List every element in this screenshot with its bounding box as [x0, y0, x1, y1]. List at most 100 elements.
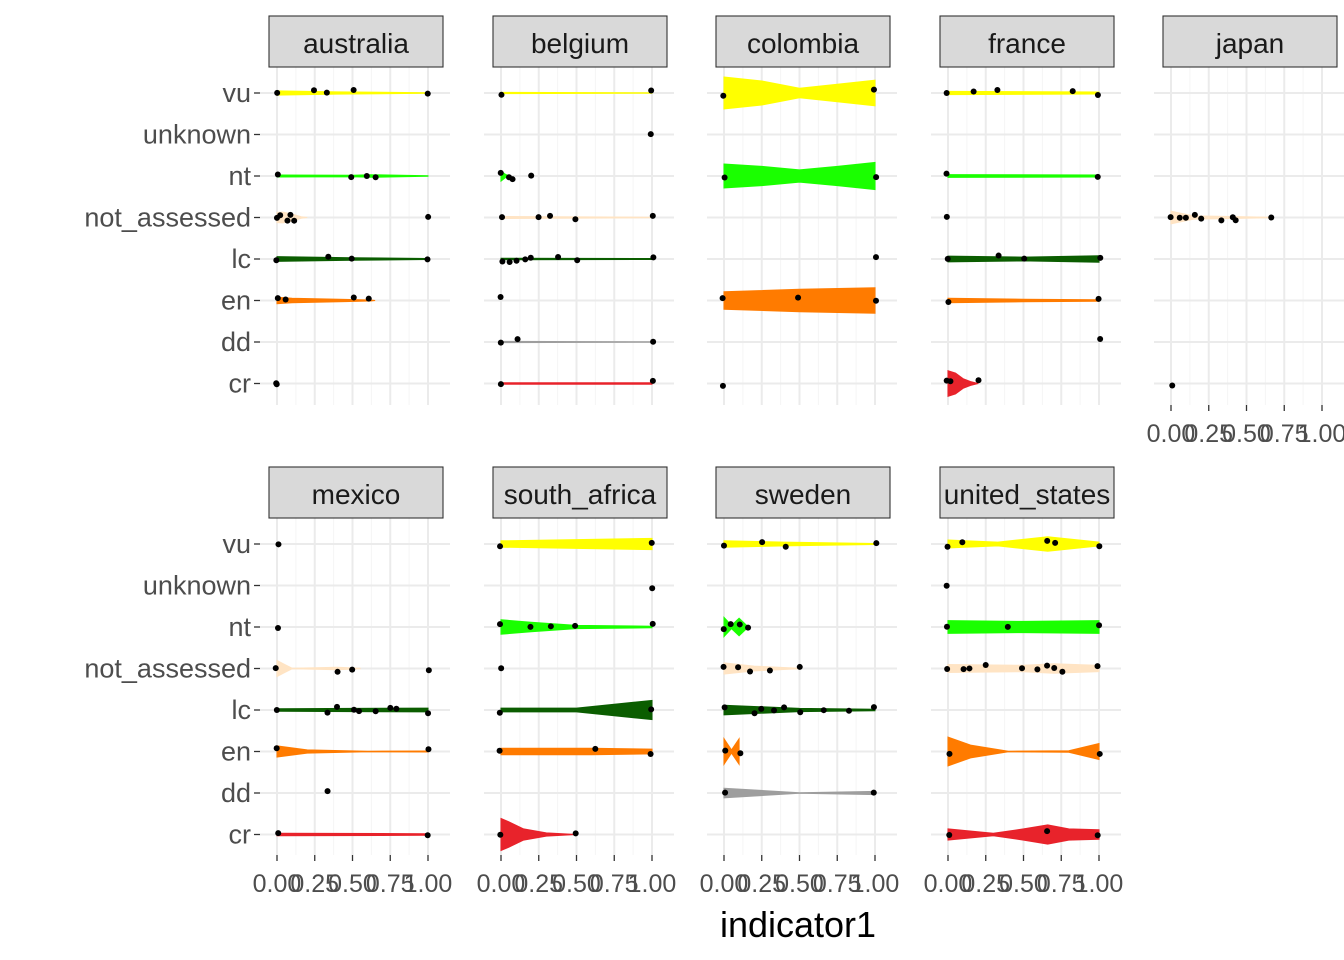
data-point-nt: [528, 172, 535, 179]
facet-label: mexico: [312, 479, 401, 510]
data-point-nt: [1094, 173, 1101, 180]
facet-strip-box: [492, 15, 668, 68]
data-point-lc: [506, 258, 513, 265]
panel-background: [484, 67, 674, 405]
data-point-not_assessed: [720, 663, 727, 670]
data-point-nt: [547, 623, 554, 630]
data-point-en: [350, 294, 357, 301]
x-tick-label: 0.50: [552, 870, 601, 898]
data-point-nt: [497, 169, 504, 176]
panel-united_states: united_states: [931, 466, 1121, 855]
x-tick-label: 0.50: [1222, 420, 1271, 448]
data-point-en: [795, 294, 802, 301]
x-tick-label: 0.25: [290, 870, 339, 898]
facet-strip: japan: [1162, 15, 1338, 68]
data-point-vu: [870, 86, 877, 93]
data-point-nt: [943, 623, 950, 630]
data-point-not_assessed: [284, 217, 291, 224]
violin-vu: [947, 90, 1100, 96]
data-point-not_assessed: [425, 213, 432, 220]
data-point-unknown: [649, 585, 656, 592]
data-point-vu: [497, 543, 504, 550]
violin-nt: [723, 161, 876, 191]
data-point-vu: [323, 89, 330, 96]
facet-label: south_africa: [504, 479, 657, 510]
data-point-lc: [324, 709, 331, 716]
data-point-en: [1096, 750, 1103, 757]
violin-en: [947, 736, 1100, 767]
data-point-not_assessed: [1167, 214, 1174, 221]
data-point-nt: [274, 624, 281, 631]
panel-background: [1154, 67, 1344, 405]
data-point-cr: [947, 378, 954, 385]
data-point-lc: [820, 707, 827, 714]
data-point-not_assessed: [960, 666, 967, 673]
data-point-en: [365, 295, 372, 302]
x-tick-label: 0.75: [366, 870, 415, 898]
data-point-cr: [649, 377, 656, 384]
y-tick-label: en: [221, 286, 251, 316]
facet-strip: colombia: [715, 15, 891, 68]
data-point-dd: [722, 789, 729, 796]
data-point-not_assessed: [1094, 663, 1101, 670]
data-point-lc: [356, 708, 363, 715]
data-point-lc: [424, 256, 431, 263]
data-point-nt: [527, 623, 534, 630]
data-point-vu: [970, 88, 977, 95]
data-point-not_assessed: [982, 662, 989, 669]
data-point-nt: [943, 170, 950, 177]
data-point-en: [719, 295, 726, 302]
facet-strip-box: [492, 466, 668, 519]
x-tick-label: 0.25: [1184, 420, 1233, 448]
data-point-not_assessed: [1268, 214, 1275, 221]
violin-cr: [276, 832, 429, 837]
data-point-nt: [348, 174, 355, 181]
data-point-vu: [648, 539, 655, 546]
data-point-vu: [1069, 88, 1076, 95]
data-point-not_assessed: [1191, 211, 1198, 218]
facet-label: australia: [303, 28, 409, 59]
violin-cr: [947, 824, 1100, 845]
data-point-en: [273, 745, 280, 752]
facet-strip-box: [939, 15, 1115, 68]
data-point-unknown: [647, 131, 654, 138]
y-tick-label: dd: [221, 327, 251, 357]
data-point-not_assessed: [1034, 666, 1041, 673]
data-point-lc: [758, 705, 765, 712]
data-point-not_assessed: [349, 666, 356, 673]
data-point-vu: [274, 89, 281, 96]
data-point-not_assessed: [747, 668, 754, 675]
facet-strip-box: [268, 466, 444, 519]
violin-en: [723, 287, 876, 314]
data-point-lc: [574, 257, 581, 264]
data-point-lc: [273, 257, 280, 264]
y-tick-label: nt: [228, 161, 251, 191]
data-point-not_assessed: [277, 212, 284, 219]
x-tick-label: 1.00: [628, 870, 677, 898]
panel-background: [484, 518, 674, 855]
y-tick-label: lc: [232, 244, 252, 274]
violin-vu: [500, 91, 653, 95]
data-point-nt: [721, 174, 728, 181]
data-point-cr: [946, 831, 953, 838]
violin-cr: [500, 382, 653, 385]
data-point-vu: [994, 86, 1001, 93]
data-point-en: [737, 750, 744, 757]
data-point-nt: [736, 621, 743, 628]
facet-strip: france: [939, 15, 1115, 68]
facet-strip: belgium: [492, 15, 668, 68]
data-point-lc: [650, 254, 657, 261]
data-point-nt: [649, 620, 656, 627]
data-point-lc: [348, 255, 355, 262]
data-point-vu: [943, 89, 950, 96]
data-point-nt: [496, 621, 503, 628]
data-point-vu: [720, 92, 727, 99]
facet-label: united_states: [944, 479, 1111, 510]
data-point-not_assessed: [735, 664, 742, 671]
data-point-vu: [310, 87, 317, 94]
data-point-not_assessed: [1059, 668, 1066, 675]
data-point-dd: [1097, 336, 1104, 343]
data-point-not_assessed: [334, 668, 341, 675]
data-point-not_assessed: [425, 667, 432, 674]
data-point-not_assessed: [649, 212, 656, 219]
